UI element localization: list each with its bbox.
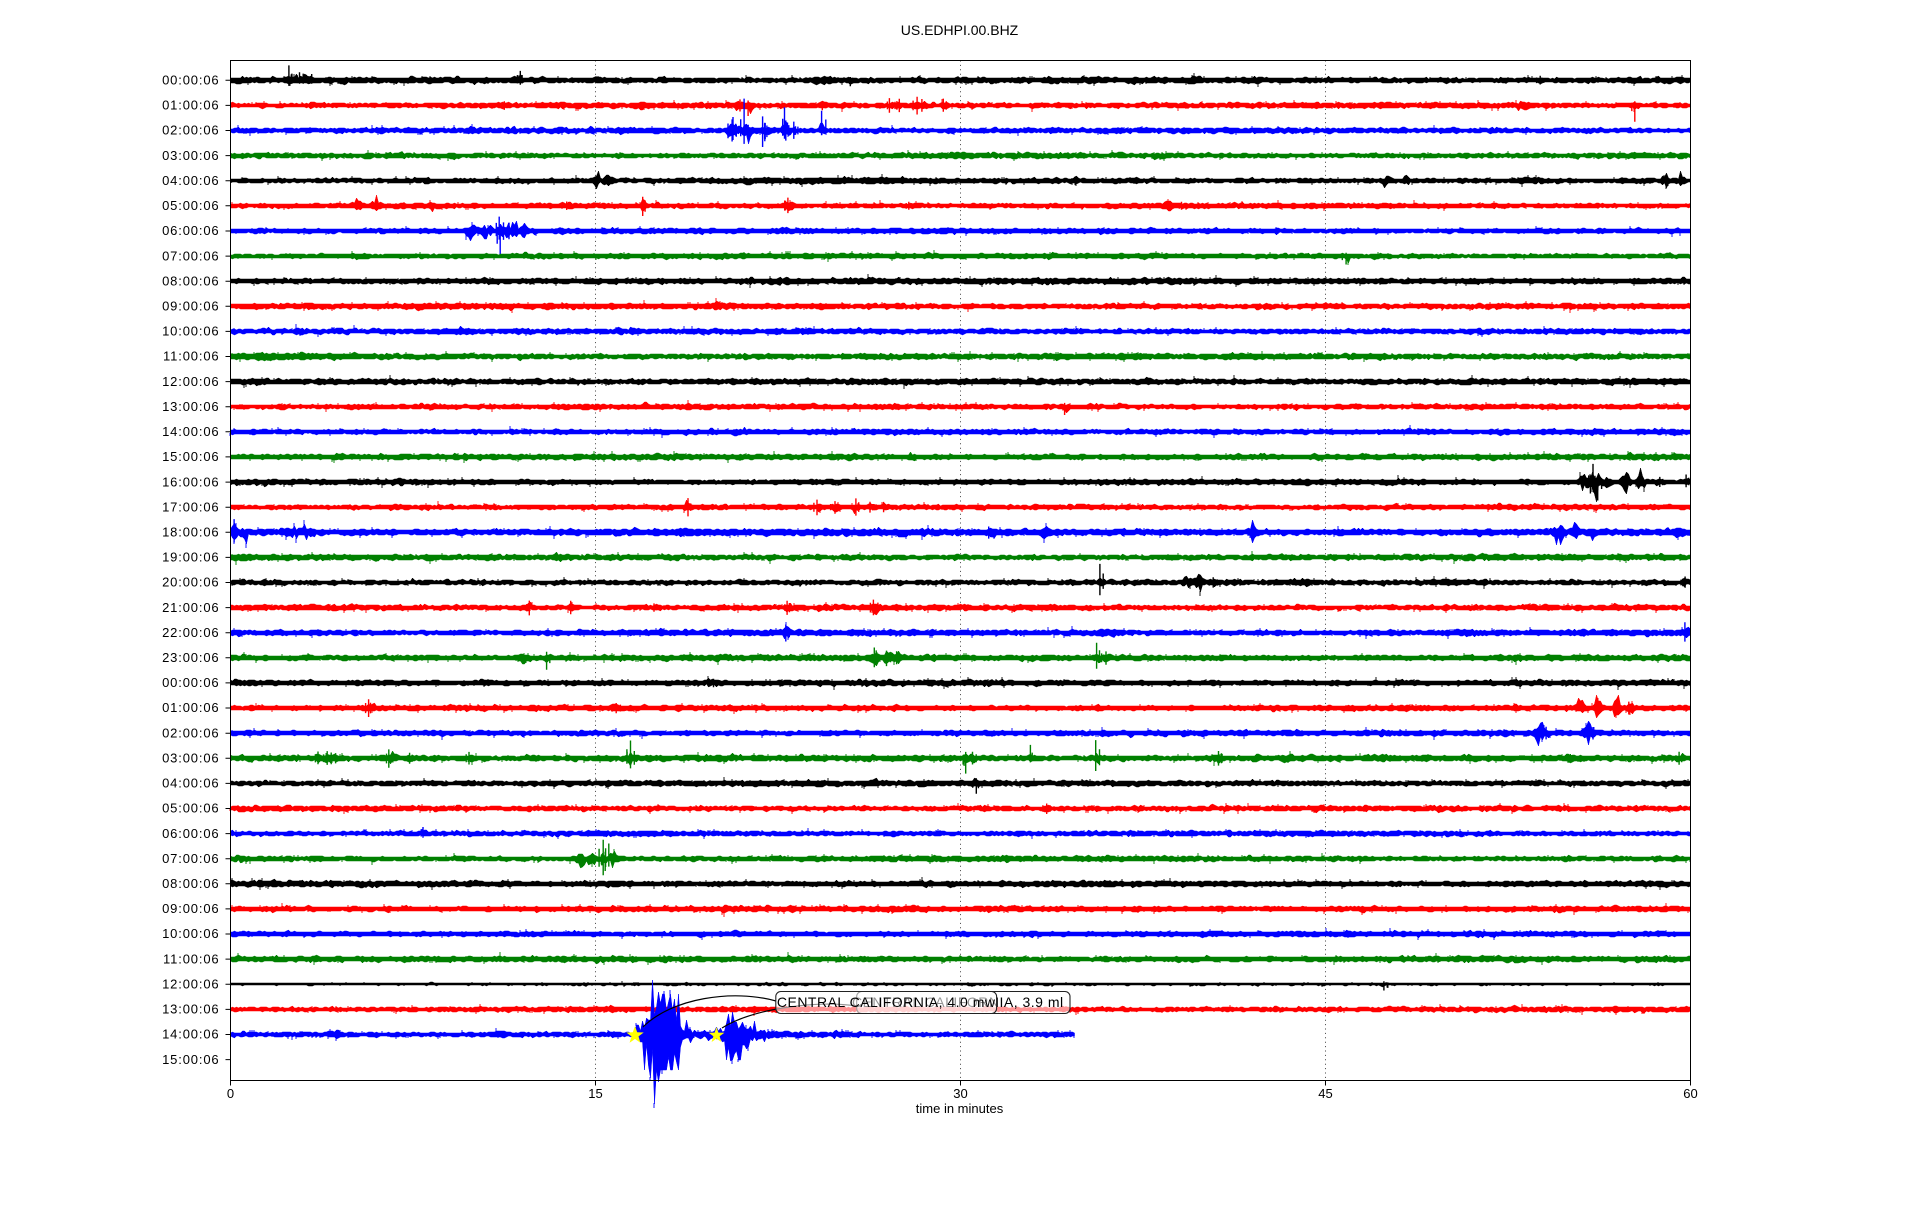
- svg-text:60: 60: [1683, 1086, 1697, 1101]
- svg-text:10:00:06: 10:00:06: [162, 926, 219, 941]
- svg-text:11:00:06: 11:00:06: [163, 349, 219, 364]
- svg-text:03:00:06: 03:00:06: [162, 751, 219, 766]
- svg-text:15:00:06: 15:00:06: [162, 449, 219, 464]
- svg-text:time in minutes: time in minutes: [916, 1101, 1004, 1116]
- svg-text:06:00:06: 06:00:06: [162, 223, 219, 238]
- svg-text:06:00:06: 06:00:06: [162, 826, 219, 841]
- svg-text:05:00:06: 05:00:06: [162, 801, 219, 816]
- svg-text:18:00:06: 18:00:06: [162, 525, 219, 540]
- svg-text:08:00:06: 08:00:06: [162, 876, 219, 891]
- svg-text:07:00:06: 07:00:06: [162, 248, 219, 263]
- svg-text:00:00:06: 00:00:06: [162, 675, 219, 690]
- svg-text:09:00:06: 09:00:06: [162, 299, 219, 314]
- svg-text:12:00:06: 12:00:06: [162, 374, 219, 389]
- svg-text:22:00:06: 22:00:06: [162, 625, 219, 640]
- svg-text:US.EDHPI.00.BHZ: US.EDHPI.00.BHZ: [901, 22, 1019, 38]
- svg-text:01:00:06: 01:00:06: [162, 98, 219, 113]
- svg-text:CENTRAL CALIFORNIA, 4.0 mw: CENTRAL CALIFORNIA, 4.0 mw: [777, 994, 996, 1010]
- svg-text:16:00:06: 16:00:06: [162, 474, 219, 489]
- svg-text:19:00:06: 19:00:06: [162, 550, 219, 565]
- svg-text:02:00:06: 02:00:06: [162, 725, 219, 740]
- svg-text:20:00:06: 20:00:06: [162, 575, 219, 590]
- svg-text:13:00:06: 13:00:06: [162, 1002, 219, 1017]
- svg-text:17:00:06: 17:00:06: [162, 499, 219, 514]
- svg-text:14:00:06: 14:00:06: [162, 424, 219, 439]
- svg-text:11:00:06: 11:00:06: [163, 951, 219, 966]
- svg-text:08:00:06: 08:00:06: [162, 273, 219, 288]
- svg-text:01:00:06: 01:00:06: [162, 700, 219, 715]
- svg-text:05:00:06: 05:00:06: [162, 198, 219, 213]
- svg-text:13:00:06: 13:00:06: [162, 399, 219, 414]
- svg-text:45: 45: [1318, 1086, 1332, 1101]
- svg-text:04:00:06: 04:00:06: [162, 173, 219, 188]
- svg-text:0: 0: [227, 1086, 234, 1101]
- svg-text:IA, 3.9 ml: IA, 3.9 ml: [1000, 994, 1064, 1010]
- svg-text:00:00:06: 00:00:06: [162, 73, 219, 88]
- svg-text:12:00:06: 12:00:06: [162, 977, 219, 992]
- svg-text:23:00:06: 23:00:06: [162, 650, 219, 665]
- svg-text:02:00:06: 02:00:06: [162, 123, 219, 138]
- svg-text:21:00:06: 21:00:06: [162, 600, 219, 615]
- svg-text:09:00:06: 09:00:06: [162, 901, 219, 916]
- svg-text:10:00:06: 10:00:06: [162, 324, 219, 339]
- svg-text:14:00:06: 14:00:06: [162, 1027, 219, 1042]
- svg-text:07:00:06: 07:00:06: [162, 851, 219, 866]
- svg-text:15: 15: [588, 1086, 602, 1101]
- svg-text:04:00:06: 04:00:06: [162, 776, 219, 791]
- svg-text:30: 30: [953, 1086, 967, 1101]
- svg-text:03:00:06: 03:00:06: [162, 148, 219, 163]
- svg-text:15:00:06: 15:00:06: [162, 1052, 219, 1067]
